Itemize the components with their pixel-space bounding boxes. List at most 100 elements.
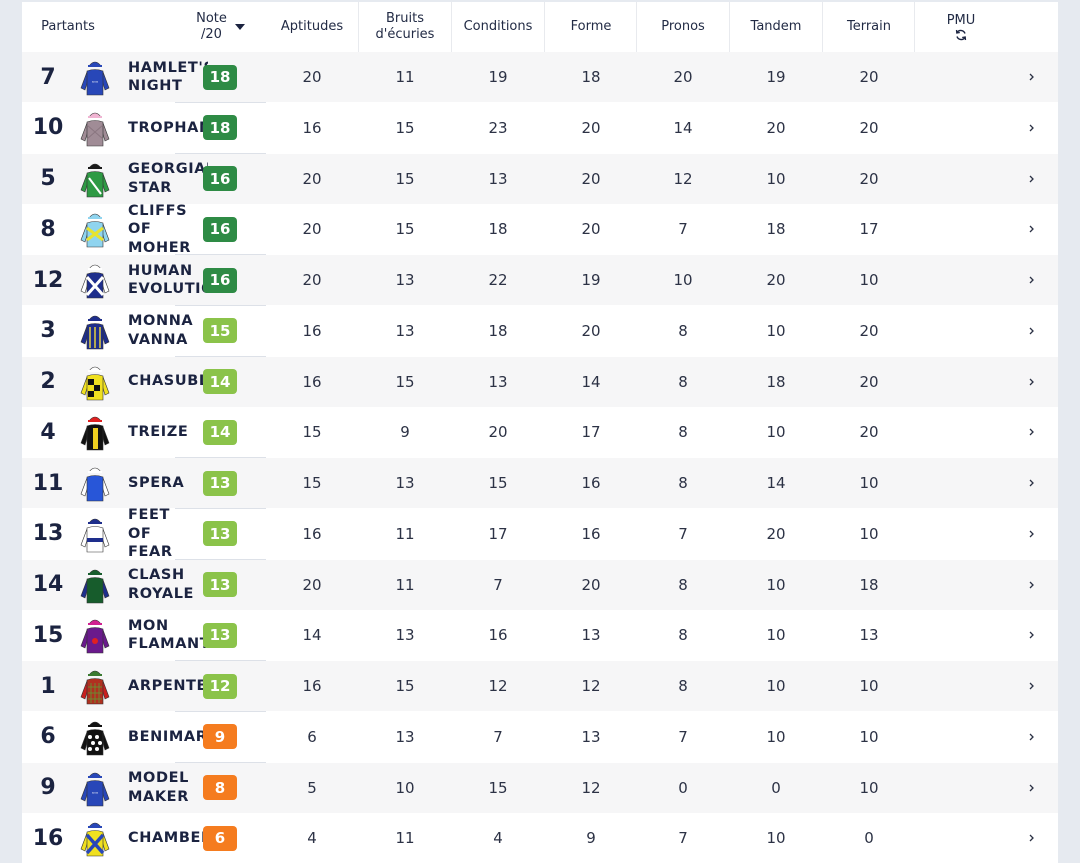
jockey-silk-icon: [77, 312, 113, 352]
horse-name[interactable]: BENIMARU: [128, 728, 208, 745]
column-conditions[interactable]: Conditions: [452, 2, 544, 52]
score-conditions: 23: [488, 118, 508, 137]
jockey-silk-icon: [77, 667, 113, 707]
score-bruits: 9: [400, 423, 410, 442]
refresh-icon[interactable]: [955, 29, 967, 41]
table-row[interactable]: 7 ≈≈ HAMLET'S NIGHT 18 20 11 19 18 20 19 20: [22, 52, 1058, 102]
table-row[interactable]: 16 CHAMBERY6 4 11 4 9 7 10 0: [22, 813, 1058, 863]
table-row[interactable]: 15 MON FLAMANT 13 14 13 16 13 8 10 13: [22, 610, 1058, 661]
table-row[interactable]: 2CHASUBLE141615131481820: [22, 356, 1058, 407]
chevron-right-icon[interactable]: [1026, 121, 1038, 135]
score-terrain: 18: [859, 575, 879, 594]
score-conditions: 16: [488, 626, 508, 645]
chevron-right-icon[interactable]: [1026, 578, 1038, 592]
chevron-right-icon[interactable]: [1026, 222, 1038, 236]
column-pronos[interactable]: Pronos: [637, 2, 729, 52]
score-conditions: 12: [488, 677, 508, 695]
pronos-label: Pronos: [661, 19, 705, 34]
chevron-right-icon[interactable]: [1026, 375, 1038, 389]
note-badge: 6: [203, 825, 237, 851]
column-terrain[interactable]: Terrain: [823, 2, 915, 52]
column-tandem[interactable]: Tandem: [730, 2, 822, 52]
horse-name[interactable]: CHASUBLE: [128, 373, 208, 390]
table-row[interactable]: 11 SPERA 13 15 13 15 16 8 14 10: [22, 458, 1058, 508]
score-terrain: 0: [864, 829, 874, 848]
chevron-right-icon[interactable]: [1026, 172, 1038, 186]
score-tandem: 10: [766, 626, 786, 645]
chevron-right-icon[interactable]: [1026, 70, 1038, 84]
chevron-right-icon[interactable]: [1026, 425, 1038, 439]
horse-name[interactable]: CLASH ROYALE: [128, 567, 195, 602]
column-aptitudes[interactable]: Aptitudes: [266, 2, 358, 52]
score-pronos: 7: [678, 220, 688, 239]
table-row[interactable]: 3 MONNA VANNA 15 16 13 18 20 8 10 20: [22, 305, 1058, 356]
chevron-right-icon[interactable]: [1026, 831, 1038, 845]
jockey-silk-icon: ≈≈: [77, 58, 113, 98]
column-note[interactable]: Note /20: [175, 2, 266, 52]
chevron-right-icon[interactable]: [1026, 273, 1038, 287]
runner-number: 7: [40, 64, 56, 90]
runner-number: 8: [40, 216, 56, 242]
bruits-label: Bruits: [386, 11, 424, 26]
horse-name[interactable]: MONNA VANNA: [128, 313, 194, 348]
score-conditions: 22: [488, 271, 508, 289]
score-tandem: 10: [766, 575, 786, 594]
horse-name[interactable]: MODEL MAKER: [128, 770, 189, 805]
chevron-right-icon[interactable]: [1026, 679, 1038, 693]
chevron-right-icon[interactable]: [1026, 324, 1038, 338]
chevron-right-icon[interactable]: [1026, 527, 1038, 541]
horse-name[interactable]: MON FLAMANT: [128, 617, 208, 653]
table-row[interactable]: 14 CLASH ROYALE 13 20 11 7 20 8 10 18: [22, 559, 1058, 610]
chevron-right-icon[interactable]: [1026, 628, 1038, 642]
horse-name[interactable]: HUMAN EVOLUTION: [128, 262, 208, 298]
table-row[interactable]: 12 HUMAN EVOLUTION16 20 13 22 19 10 20 10: [22, 255, 1058, 305]
column-forme[interactable]: Forme: [545, 2, 637, 52]
table-row[interactable]: 1ARPENTEUR121615121281010: [22, 661, 1058, 711]
score-pronos: 12: [673, 169, 693, 188]
note-badge: 16: [203, 166, 237, 191]
score-tandem: 10: [766, 677, 786, 695]
column-bruits[interactable]: Bruits d'écuries: [359, 2, 451, 52]
horse-name[interactable]: ARPENTEUR: [128, 677, 208, 694]
horse-name[interactable]: HAMLET'S NIGHT: [128, 59, 208, 95]
score-tandem: 18: [766, 372, 786, 391]
column-partants[interactable]: Partants: [22, 2, 114, 52]
table-row[interactable]: 6 BENIMARU9 6 13 7 13 7 10 10: [22, 711, 1058, 762]
table-row[interactable]: 8 CLIFFS OF MOHER 16 20 15 18 20 7 18 17: [22, 203, 1058, 256]
note-badge: 16: [203, 216, 237, 242]
horse-name[interactable]: CLIFFS OF MOHER: [128, 202, 191, 256]
caret-down-icon[interactable]: [234, 24, 245, 30]
tandem-label: Tandem: [750, 19, 802, 34]
horse-name[interactable]: FEET OF FEAR: [128, 507, 173, 560]
score-bruits: 15: [395, 220, 415, 239]
score-aptitudes: 16: [302, 321, 322, 340]
score-aptitudes: 20: [302, 68, 322, 86]
chevron-right-icon[interactable]: [1026, 730, 1038, 744]
chevron-right-icon[interactable]: [1026, 781, 1038, 795]
score-terrain: 20: [859, 423, 879, 442]
note-badge: 9: [203, 724, 237, 750]
horse-name[interactable]: CHAMBERY: [128, 830, 208, 846]
horse-name[interactable]: TREIZE: [128, 424, 189, 440]
score-forme: 20: [581, 169, 601, 188]
table-row[interactable]: 9 ≈≈ MODEL MAKER 8 5 10 15 12 0 0 10: [22, 762, 1058, 813]
runners-table: Partants Note /20 Aptitudes Bruits d'écu…: [22, 2, 1058, 863]
score-pronos: 7: [678, 524, 688, 543]
column-pmu[interactable]: PMU: [915, 2, 1007, 52]
horse-name[interactable]: GEORGIAN STAR: [128, 161, 208, 196]
score-terrain: 20: [859, 68, 879, 86]
score-tandem: 10: [766, 423, 786, 442]
score-terrain: 20: [859, 372, 879, 391]
score-forme: 9: [586, 829, 596, 848]
score-pronos: 8: [678, 677, 688, 695]
column-divider: [914, 2, 915, 52]
chevron-right-icon[interactable]: [1026, 476, 1038, 490]
table-row[interactable]: 4 TREIZE 14 15 9 20 17 8 10 20: [22, 407, 1058, 458]
score-conditions: 15: [488, 778, 508, 797]
aptitudes-label: Aptitudes: [280, 19, 344, 34]
table-row[interactable]: 13 FEET OF FEAR 13 16 11 17 16 7 20 10: [22, 507, 1058, 560]
table-row[interactable]: 10 TROPHANE18 16 15 23 20 14 20 20: [22, 102, 1058, 153]
horse-name[interactable]: SPERA: [128, 474, 185, 491]
horse-name[interactable]: TROPHANE: [128, 119, 208, 136]
